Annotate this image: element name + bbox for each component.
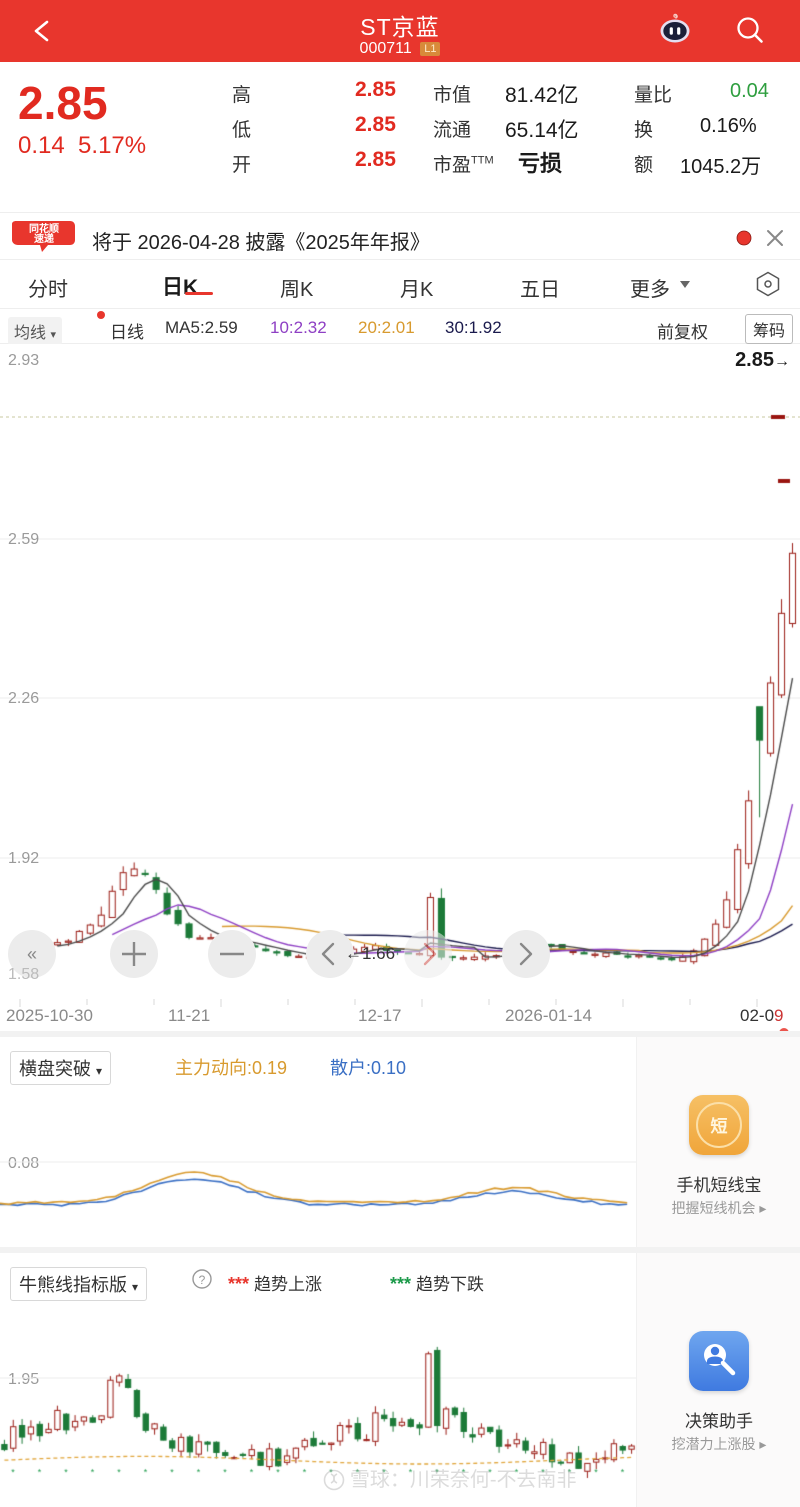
- svg-text:«: «: [27, 944, 37, 964]
- svg-text:速递: 速递: [34, 232, 54, 245]
